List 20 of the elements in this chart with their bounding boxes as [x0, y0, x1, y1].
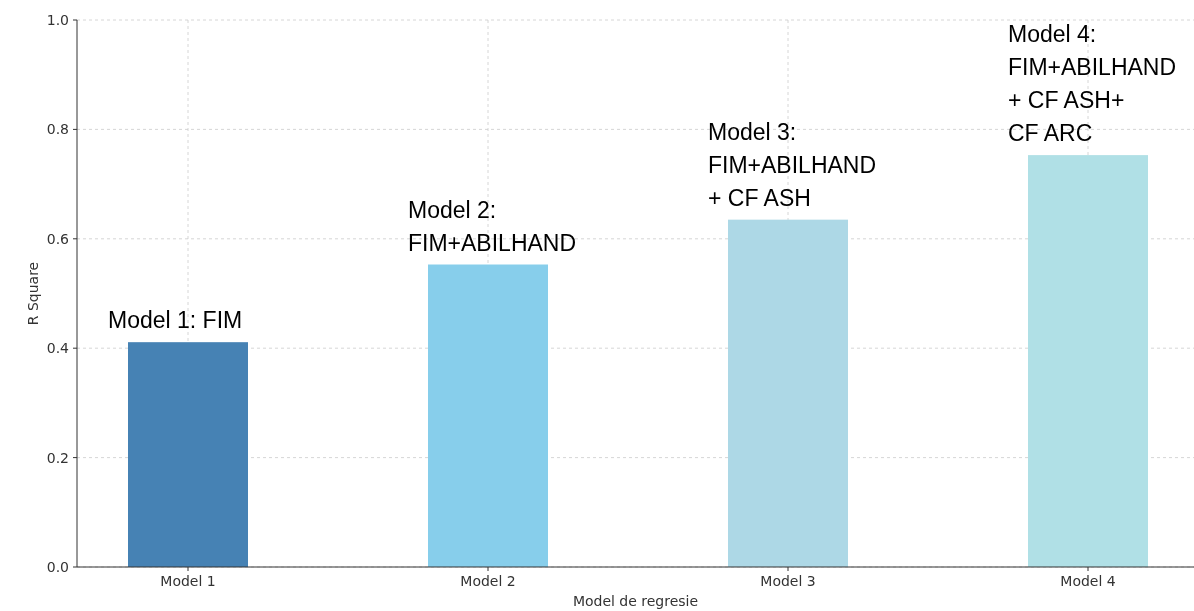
x-tick-label: Model 2 [460, 573, 516, 589]
bar [128, 342, 248, 567]
y-tick-label: 0.6 [46, 230, 70, 247]
y-tick-label: 0.4 [46, 340, 70, 357]
x-tick-label: Model 3 [760, 573, 816, 589]
x-tick-label: Model 1 [160, 573, 216, 589]
y-tick-label: 0.2 [46, 449, 69, 466]
annotation: Model 2: FIM+ABILHAND [408, 196, 577, 256]
bar [728, 219, 848, 567]
bar [1028, 155, 1148, 567]
annotation: Model 3: FIM+ABILHAND + CF ASH [708, 118, 877, 211]
x-tick-label: Model 4 [1060, 573, 1116, 589]
annotation: Model 4: FIM+ABILHAND + CF ASH+ CF ARC [1008, 21, 1177, 147]
y-tick-label: 0.0 [46, 558, 69, 575]
y-tick-label: 1.0 [46, 11, 69, 28]
bar [428, 264, 548, 567]
x-axis-title: Model de regresie [572, 593, 699, 609]
y-tick-label: 0.8 [46, 121, 69, 138]
y-axis-title: R Square [25, 261, 41, 326]
annotation: Model 1: FIM [108, 307, 243, 334]
